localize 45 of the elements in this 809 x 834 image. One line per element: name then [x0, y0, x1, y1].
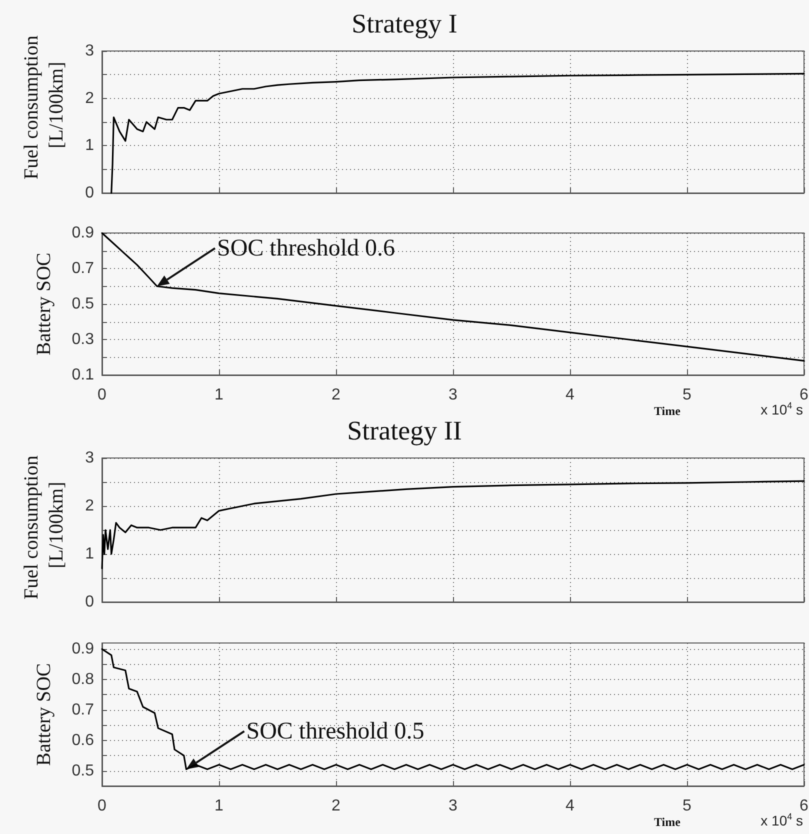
y-tick-label: 0 [85, 184, 94, 202]
y-tick-label: 0.6 [72, 732, 94, 749]
x-tick-label: 5 [682, 798, 692, 814]
y-tick-label: 3 [85, 450, 94, 466]
x-axis-title: Time [654, 404, 682, 418]
y-tick-label: 0.5 [72, 296, 94, 312]
y-axis-title: Battery SOC [33, 663, 55, 766]
chart-title: Strategy II [347, 416, 462, 446]
y-tick-label: 0.9 [72, 640, 94, 658]
annotation: SOC threshold 0.6 [216, 235, 396, 262]
x-tick-label: 1 [214, 386, 224, 404]
line-series [101, 648, 805, 770]
y-tick-label: 0.7 [72, 701, 94, 718]
y-axis-title: Battery SOC [33, 252, 55, 356]
y-tick-label: 1 [85, 546, 94, 562]
y-axis-title: Fuel consumption [L/100km] [20, 450, 68, 600]
x-tick-label: 6 [800, 386, 809, 404]
y-tick-label: 0.3 [72, 331, 94, 348]
x-tick-label: 0 [98, 386, 107, 404]
x-tick-label: 3 [448, 798, 458, 814]
y-tick-label: 2 [85, 498, 94, 514]
y-tick-label: 0.1 [72, 366, 94, 384]
x-tick-label: 5 [682, 386, 692, 404]
x-tick-label: 2 [332, 386, 341, 404]
y-axis-title: Fuel consumption [L/100km] [20, 30, 68, 180]
x-tick-label: 4 [566, 798, 575, 814]
y-tick-label: 0.5 [72, 762, 94, 780]
x-tick-label: 2 [332, 798, 341, 814]
y-tick-label: 0 [85, 594, 94, 610]
chart-title: Strategy I [352, 8, 458, 38]
x-tick-label: 6 [800, 798, 809, 814]
y-tick-label: 1 [85, 137, 94, 154]
x-axis-title: Time [654, 815, 682, 829]
annotation: SOC threshold 0.5 [246, 718, 424, 744]
y-tick-label: 0.9 [72, 224, 94, 242]
x-tick-label: 3 [448, 386, 458, 404]
line-series [110, 72, 805, 194]
y-tick-label: 0.8 [72, 671, 94, 688]
y-tick-label: 0.7 [72, 260, 94, 277]
line-series [101, 480, 805, 570]
y-tick-label: 2 [85, 90, 94, 107]
x-tick-label: 1 [214, 798, 224, 814]
x-tick-label: 4 [566, 386, 575, 404]
x-tick-label: 0 [98, 798, 107, 814]
y-tick-label: 3 [85, 42, 94, 60]
